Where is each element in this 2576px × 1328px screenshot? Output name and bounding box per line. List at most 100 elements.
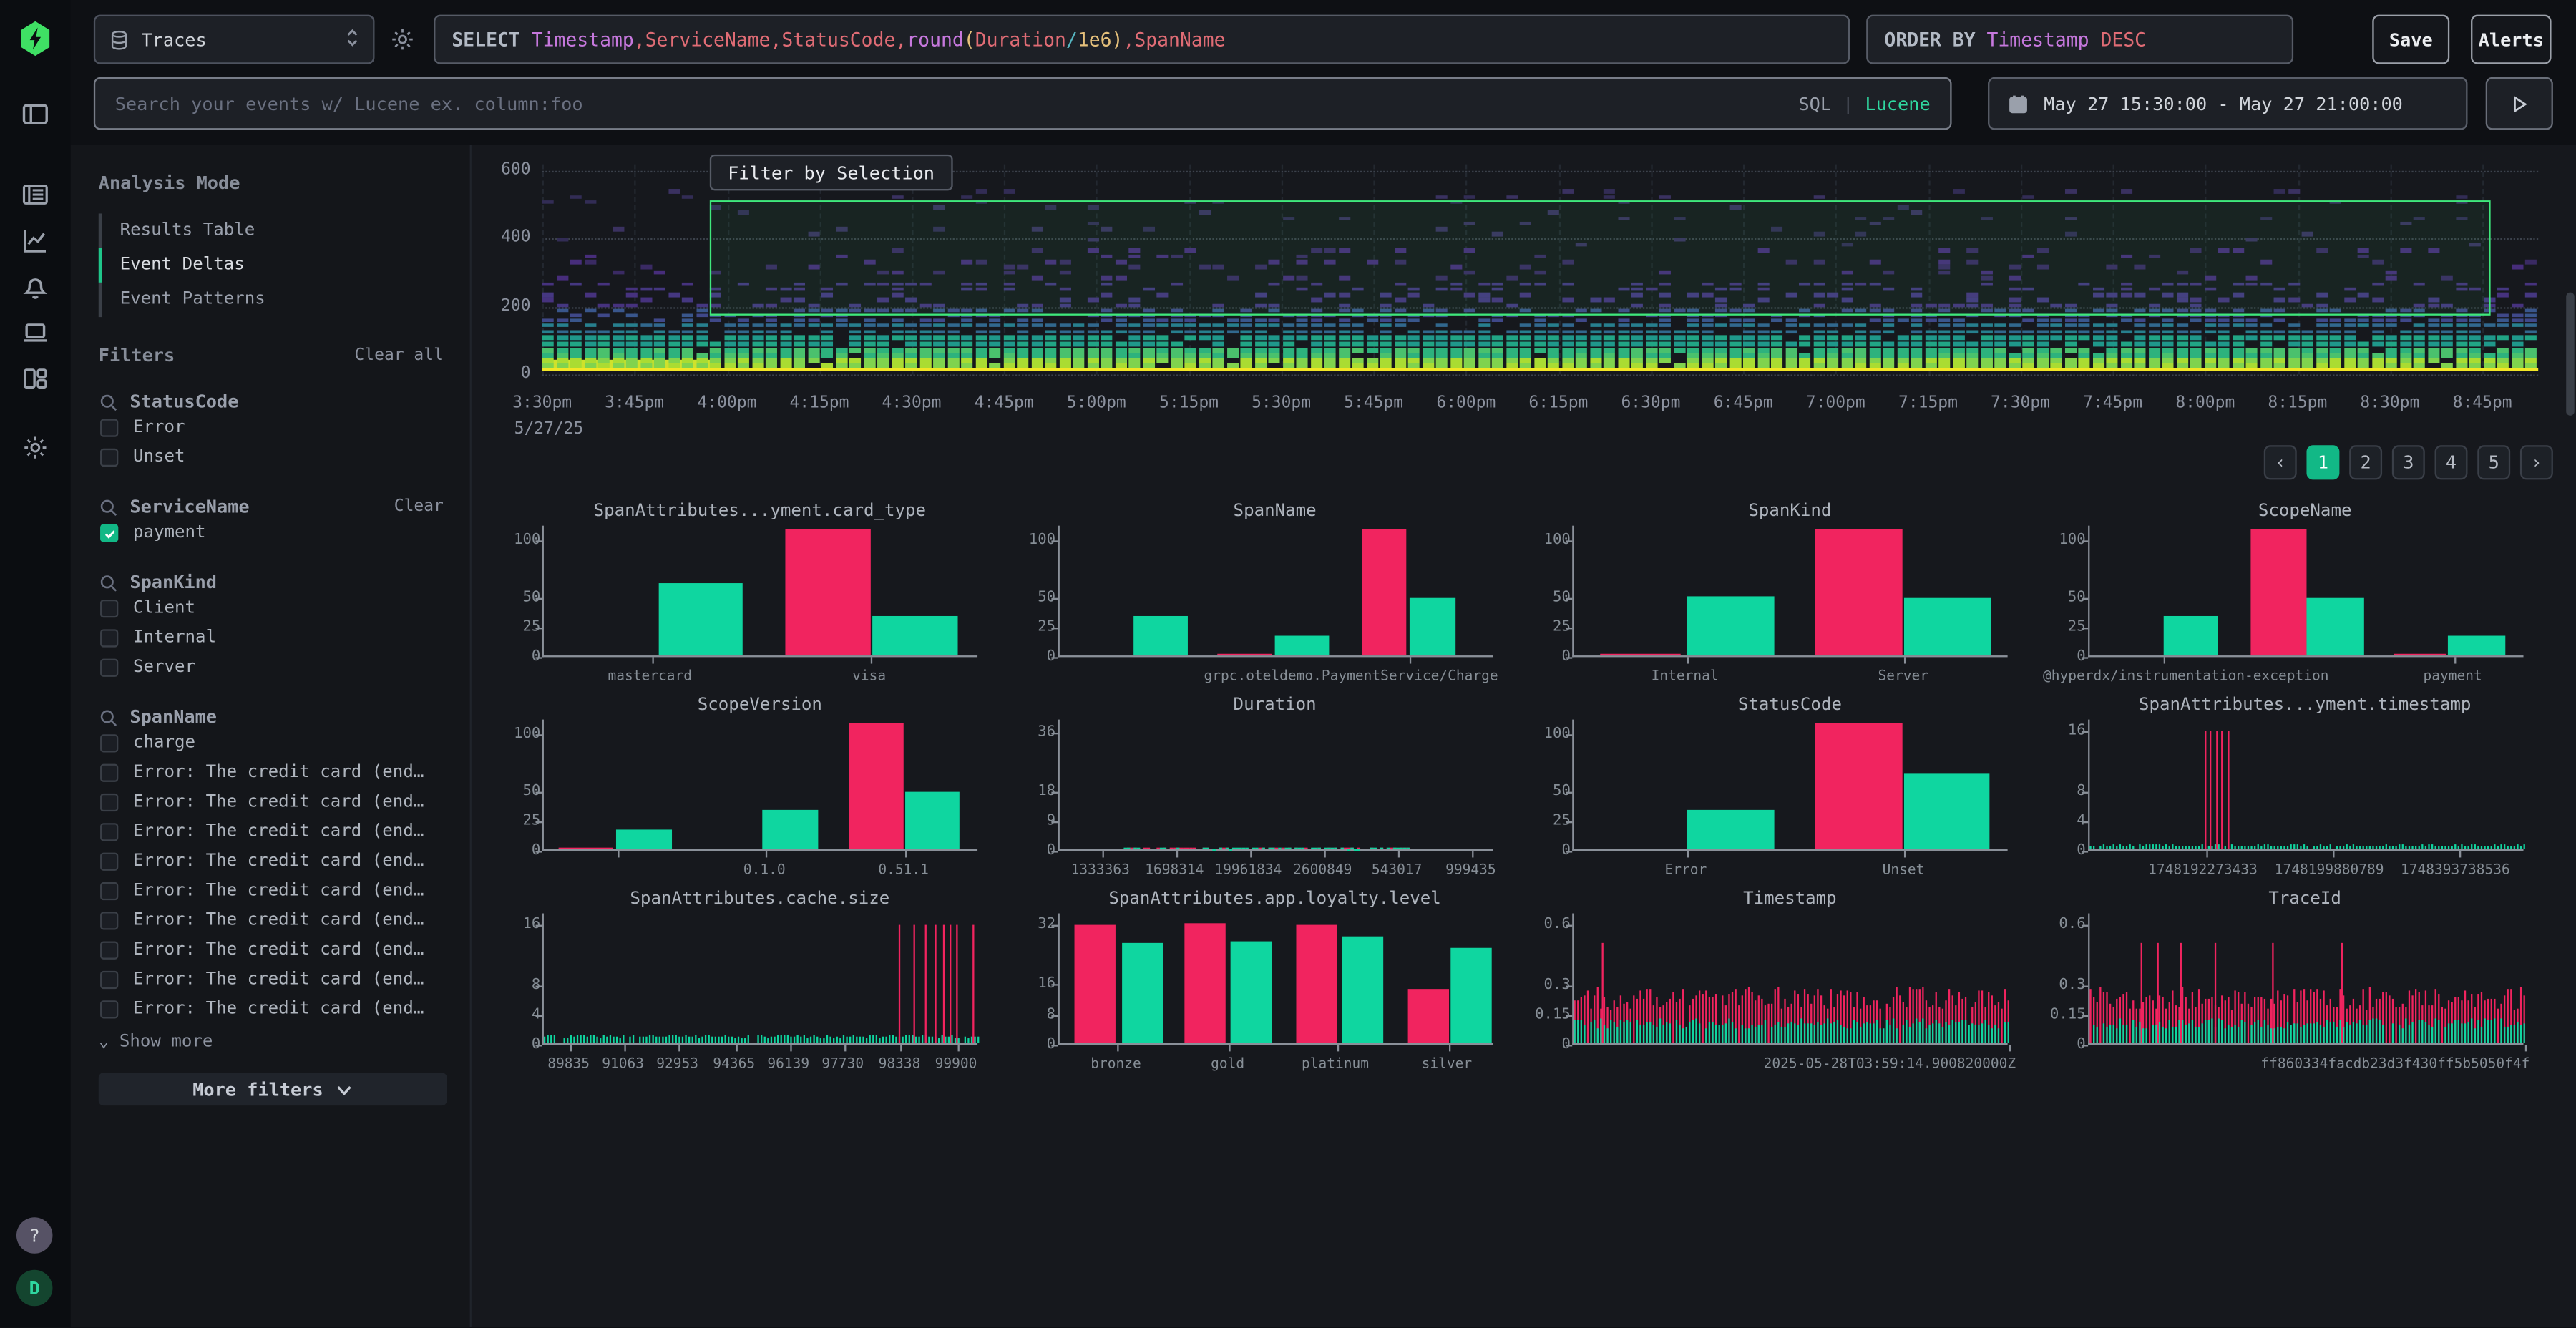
heatmap-cell <box>1184 336 1196 340</box>
filter-option[interactable]: payment <box>99 517 457 547</box>
bar-green <box>1122 944 1163 1043</box>
query-settings-gear-icon[interactable] <box>389 26 416 53</box>
heatmap-cell <box>1087 363 1098 368</box>
heatmap-cell <box>1254 363 1266 368</box>
dense-green <box>2348 1025 2351 1043</box>
user-avatar[interactable]: D <box>16 1270 53 1307</box>
pagination-page-5[interactable]: 5 <box>2477 445 2510 479</box>
filter-option[interactable]: Error: The credit card (end… <box>99 994 457 1023</box>
filter-option[interactable]: Unset <box>99 442 457 472</box>
filter-option[interactable]: Error: The credit card (end… <box>99 757 457 786</box>
sessions-laptop-icon[interactable] <box>21 318 49 346</box>
help-button[interactable]: ? <box>16 1217 53 1254</box>
heatmap-cell <box>2483 358 2494 363</box>
dense-green <box>823 1038 825 1043</box>
filter-checkbox[interactable] <box>100 882 118 899</box>
filter-option[interactable]: Error: The credit card (end… <box>99 905 457 934</box>
order-by-input[interactable]: ORDER BY Timestamp DESC <box>1866 15 2293 64</box>
show-more-link[interactable]: ⌄ Show more <box>99 1032 457 1052</box>
filter-checkbox[interactable] <box>100 793 118 811</box>
filter-checkbox[interactable] <box>100 599 118 617</box>
scrollbar-thumb[interactable] <box>2566 293 2574 416</box>
analysis-mode-item-event-patterns[interactable]: Event Patterns <box>99 283 457 317</box>
pagination-prev-button[interactable]: ‹ <box>2264 445 2297 479</box>
chevron-down-icon <box>335 1080 353 1098</box>
clear-all-link[interactable]: Clear all <box>354 346 457 364</box>
pagination-page-3[interactable]: 3 <box>2392 445 2425 479</box>
filter-option[interactable]: Error: The credit card (end… <box>99 934 457 964</box>
filter-checkbox[interactable] <box>100 911 118 929</box>
dense-green <box>2338 846 2341 849</box>
filter-checkbox[interactable] <box>100 1000 118 1017</box>
save-button[interactable]: Save <box>2372 15 2449 64</box>
settings-gear-icon[interactable] <box>21 434 49 462</box>
pagination-next-button[interactable]: › <box>2520 445 2553 479</box>
heatmap-cell <box>2469 329 2481 333</box>
search-input[interactable]: Search your events w/ Lucene ex. column:… <box>94 77 1952 130</box>
source-select[interactable]: Traces <box>94 15 375 64</box>
heatmap-cell <box>598 358 610 363</box>
analysis-mode-item-event-deltas[interactable]: Event Deltas <box>99 248 457 283</box>
hyperdx-logo-icon[interactable] <box>16 20 54 58</box>
panels-icon[interactable] <box>21 100 49 128</box>
heatmap-cell <box>2316 318 2327 323</box>
filter-checkbox[interactable] <box>100 733 118 751</box>
pagination-page-1[interactable]: 1 <box>2306 445 2339 479</box>
more-filters-button[interactable]: More filters <box>99 1073 447 1105</box>
filter-checkbox[interactable] <box>100 763 118 781</box>
heatmap-cell <box>2162 348 2173 353</box>
dashboards-icon[interactable] <box>21 365 49 393</box>
heatmap-cell <box>1576 353 1587 358</box>
filter-option[interactable]: Internal <box>99 622 457 652</box>
heatmap-plot[interactable] <box>542 165 2539 375</box>
search-placeholder: Search your events w/ Lucene ex. column:… <box>115 93 583 114</box>
filter-option[interactable]: Error <box>99 412 457 441</box>
date-range-picker[interactable]: May 27 15:30:00 - May 27 21:00:00 <box>1988 77 2467 130</box>
filter-checkbox[interactable] <box>100 940 118 958</box>
dense-green <box>2401 845 2403 849</box>
select-query-input[interactable]: SELECT Timestamp,ServiceName,StatusCode,… <box>434 15 1850 64</box>
analysis-mode-item-results-table[interactable]: Results Table <box>99 213 457 248</box>
chart-icon[interactable] <box>21 227 49 255</box>
filter-checkbox[interactable] <box>100 970 118 988</box>
filter-option[interactable]: Error: The credit card (end… <box>99 965 457 994</box>
heatmap-cell <box>1268 323 1279 327</box>
events-icon[interactable] <box>21 181 49 209</box>
heatmap-cell <box>1561 358 1573 363</box>
filter-checkbox[interactable] <box>100 523 118 541</box>
pagination-page-4[interactable]: 4 <box>2435 445 2468 479</box>
filter-option[interactable]: Error: The credit card (end… <box>99 846 457 875</box>
x-tick <box>766 851 767 857</box>
filter-checkbox[interactable] <box>100 628 118 646</box>
filter-by-selection-button[interactable]: Filter by Selection <box>710 155 952 191</box>
filter-checkbox[interactable] <box>100 418 118 436</box>
x-tick-label: gold <box>1211 1056 1244 1073</box>
alerts-button[interactable]: Alerts <box>2471 15 2552 64</box>
heatmap-cell <box>1380 323 1392 327</box>
alerts-bell-icon[interactable] <box>21 273 49 301</box>
filter-checkbox[interactable] <box>100 822 118 840</box>
lucene-toggle[interactable]: Lucene <box>1865 93 1930 114</box>
dense-green <box>757 1035 759 1043</box>
filter-option[interactable]: Server <box>99 652 457 681</box>
language-toggle[interactable]: SQL | Lucene <box>1798 93 1930 114</box>
filter-option[interactable]: Client <box>99 593 457 622</box>
filter-option[interactable]: charge <box>99 728 457 757</box>
sql-toggle[interactable]: SQL <box>1798 93 1831 114</box>
filter-checkbox[interactable] <box>100 658 118 676</box>
dense-green <box>2361 1025 2363 1043</box>
filter-option[interactable]: Error: The credit card (end… <box>99 787 457 816</box>
selection-rectangle[interactable] <box>710 200 2490 316</box>
filter-option[interactable]: Error: The credit card (end… <box>99 876 457 905</box>
heatmap-cell <box>1171 318 1182 323</box>
y-tick-label: 8 <box>1013 1007 1055 1023</box>
heatmap-cell <box>1883 318 1894 323</box>
run-query-button[interactable] <box>2486 77 2553 130</box>
heatmap-cell <box>961 363 972 368</box>
pagination-page-2[interactable]: 2 <box>2349 445 2382 479</box>
filter-checkbox[interactable] <box>100 851 118 869</box>
heatmap-cell <box>1953 190 1964 194</box>
filter-checkbox[interactable] <box>100 448 118 466</box>
filter-option[interactable]: Error: The credit card (end… <box>99 816 457 846</box>
clear-filter-link[interactable]: Clear <box>394 498 457 516</box>
